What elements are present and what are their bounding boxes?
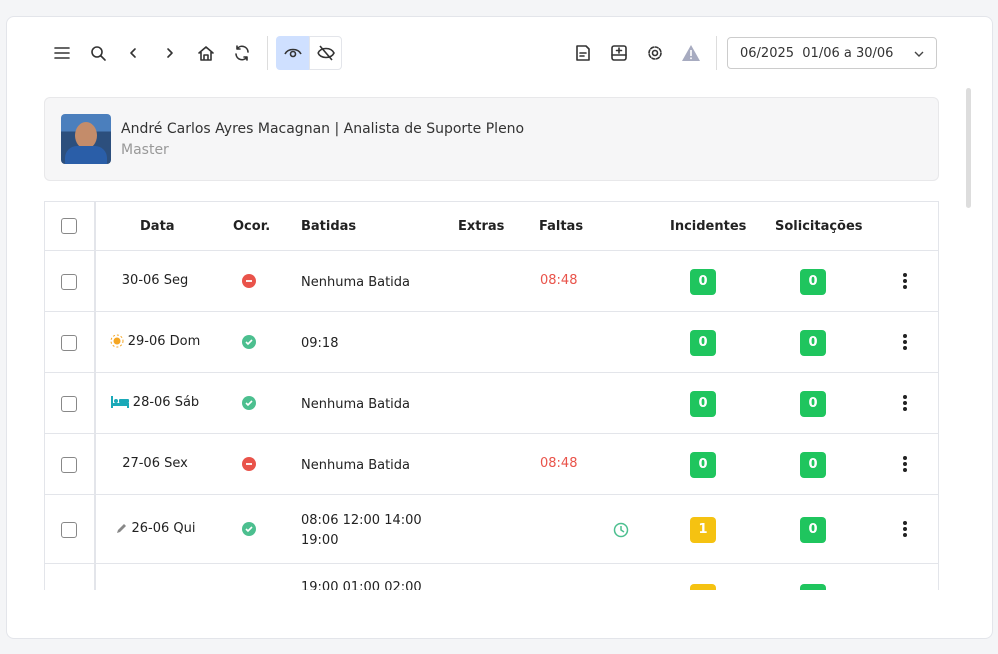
period-select[interactable]: 06/2025 01/06 a 30/06 xyxy=(727,37,937,69)
incidentes-badge[interactable]: 0 xyxy=(690,390,716,417)
header: Batidas xyxy=(301,219,357,234)
row-menu[interactable] xyxy=(903,394,907,413)
period-label: 06/2025 01/06 a 30/06 xyxy=(740,46,894,61)
solicitacoes-badge[interactable] xyxy=(800,584,826,590)
row-menu[interactable] xyxy=(903,455,907,474)
solicitacoes-badge[interactable]: 0 xyxy=(800,451,826,478)
batidas: Nenhuma Batida xyxy=(301,457,411,473)
alert-button[interactable] xyxy=(680,42,702,64)
clock-icon xyxy=(613,522,629,542)
incidentes-badge[interactable]: 1 xyxy=(690,516,716,543)
table: Data Ocor. Batidas Extras Faltas Inciden… xyxy=(44,201,939,590)
header: Incidentes xyxy=(670,219,747,234)
status-icon xyxy=(242,395,256,410)
day-icon xyxy=(115,522,128,535)
user-role: Master xyxy=(121,142,169,158)
table-row: 29-06 Dom 09:18 0 0 xyxy=(45,312,938,373)
separator xyxy=(267,36,268,70)
profile-card: André Carlos Ayres Macagnan | Analista d… xyxy=(44,97,939,181)
row-menu[interactable] xyxy=(903,520,907,539)
faltas: 08:48 xyxy=(540,455,578,471)
batidas: 08:06 12:00 14:00 19:00 xyxy=(301,512,422,548)
date: 29-06 Dom xyxy=(127,333,201,349)
day-icon xyxy=(110,334,124,348)
row-checkbox[interactable] xyxy=(61,521,77,538)
row-menu[interactable] xyxy=(903,333,907,352)
menu-button[interactable] xyxy=(51,42,73,64)
date: 27-06 Sex xyxy=(122,455,188,471)
date-cell: 27-06 Sex xyxy=(95,456,215,471)
date: 26-06 Qui xyxy=(131,520,196,536)
search-button[interactable] xyxy=(87,42,109,64)
scrollbar[interactable] xyxy=(966,88,971,208)
home-button[interactable] xyxy=(195,42,217,64)
day-icon xyxy=(110,396,129,408)
table-row: 19:00 01:00 02:00 xyxy=(45,564,938,590)
calc-button[interactable] xyxy=(608,42,630,64)
row-checkbox[interactable] xyxy=(61,456,77,473)
solicitacoes-badge[interactable]: 0 xyxy=(800,329,826,356)
date-cell: 30-06 Seg xyxy=(95,273,215,288)
header: Extras xyxy=(458,219,505,234)
show-button[interactable] xyxy=(276,36,309,70)
faltas: 08:48 xyxy=(540,272,578,288)
header-row: Data Ocor. Batidas Extras Faltas Inciden… xyxy=(45,202,938,251)
row-menu[interactable] xyxy=(903,272,907,291)
incidentes-badge[interactable]: 0 xyxy=(690,329,716,356)
incidentes-badge[interactable]: 0 xyxy=(690,451,716,478)
row-checkbox[interactable] xyxy=(61,273,77,290)
date-cell: 29-06 Dom xyxy=(95,334,215,349)
header: Faltas xyxy=(539,219,584,234)
header: Data xyxy=(140,219,175,234)
next-button[interactable] xyxy=(159,42,181,64)
batidas: Nenhuma Batida xyxy=(301,396,411,412)
date: 30-06 Seg xyxy=(121,272,189,288)
solicitacoes-badge[interactable]: 0 xyxy=(800,516,826,543)
hide-button[interactable] xyxy=(309,36,342,70)
document-button[interactable] xyxy=(572,42,594,64)
incidentes-badge[interactable]: 0 xyxy=(690,268,716,295)
refresh-button[interactable] xyxy=(231,42,253,64)
solicitacoes-badge[interactable]: 0 xyxy=(800,268,826,295)
batidas: 19:00 01:00 02:00 xyxy=(301,580,422,590)
incidentes-badge[interactable] xyxy=(690,584,716,590)
date-cell: 28-06 Sáb xyxy=(95,395,215,410)
status-icon xyxy=(242,334,256,349)
header: Solicitações xyxy=(775,219,863,234)
select-all[interactable] xyxy=(61,218,77,234)
prev-button[interactable] xyxy=(122,42,144,64)
row-checkbox[interactable] xyxy=(61,395,77,412)
separator xyxy=(716,36,717,70)
settings-button[interactable] xyxy=(644,42,666,64)
status-icon xyxy=(242,521,256,536)
table-row: 27-06 Sex Nenhuma Batida 08:48 0 0 xyxy=(45,434,938,495)
solicitacoes-badge[interactable]: 0 xyxy=(800,390,826,417)
date-cell: 26-06 Qui xyxy=(95,521,215,536)
table-row: 26-06 Qui 08:06 12:00 14:00 19:00 1 0 xyxy=(45,495,938,564)
avatar xyxy=(61,114,111,164)
table-row: 30-06 Seg Nenhuma Batida 08:48 0 0 xyxy=(45,251,938,312)
table-row: 28-06 Sáb Nenhuma Batida 0 0 xyxy=(45,373,938,434)
batidas: 09:18 xyxy=(301,335,339,351)
status-icon xyxy=(242,456,256,471)
status-icon xyxy=(242,273,256,288)
batidas: Nenhuma Batida xyxy=(301,274,411,290)
row-checkbox[interactable] xyxy=(61,334,77,351)
header: Ocor. xyxy=(233,219,271,234)
date: 28-06 Sáb xyxy=(132,394,200,410)
user-name: André Carlos Ayres Macagnan | Analista d… xyxy=(121,121,525,137)
